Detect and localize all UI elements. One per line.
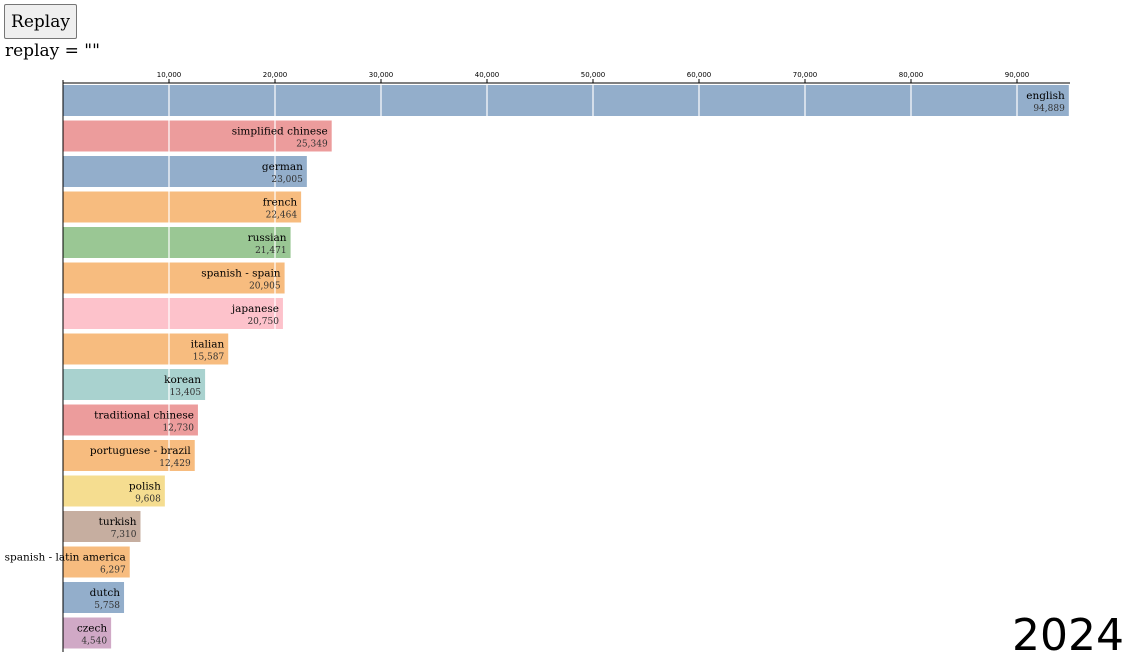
bar-label: korean [164, 374, 201, 386]
bar [63, 404, 198, 436]
bar-label: german [262, 161, 303, 173]
bar-value-label: 20,750 [247, 317, 279, 327]
bar [63, 85, 1069, 116]
bar [63, 156, 307, 187]
bar-label: turkish [99, 516, 137, 528]
bar-label: english [1026, 90, 1065, 102]
x-tick-label: 20,000 [263, 71, 288, 79]
x-tick: 10,000 [157, 71, 182, 83]
bar [63, 546, 130, 578]
x-tick: 60,000 [687, 71, 712, 83]
x-tick-label: 40,000 [475, 71, 500, 79]
bar-label: traditional chinese [94, 410, 194, 422]
x-tick-label: 80,000 [899, 71, 924, 79]
bar [63, 511, 141, 542]
x-axis: 10,000 20,000 30,000 40,000 50,000 60,000 70,0… [63, 71, 1070, 84]
x-tick: 40,000 [475, 71, 500, 83]
bar-value-label: 12,730 [162, 424, 194, 434]
bar-value-label: 21,471 [255, 246, 287, 256]
bar-label: czech [77, 623, 108, 635]
bar-value-label: 12,429 [159, 459, 191, 469]
x-tick-label: 30,000 [369, 71, 394, 79]
bar-value-label: 25,349 [296, 140, 328, 150]
bar-label: polish [129, 481, 161, 493]
bar-value-label: 9,608 [135, 495, 161, 505]
bar-value-label: 6,297 [100, 566, 126, 576]
bar [63, 582, 125, 613]
replay-readout: replay = "" [5, 41, 100, 61]
bar-label: dutch [90, 587, 121, 599]
x-tick-label: 90,000 [1005, 71, 1030, 79]
bar-label: portuguese - brazil [90, 445, 191, 457]
bar-labels: english 94,889 simplified chinese 25,349 ger… [5, 90, 1065, 647]
bar-chart: 10,000 20,000 30,000 40,000 50,000 60,000 70,0… [5, 71, 1070, 652]
grid-lines [168, 85, 1018, 652]
bars [63, 85, 1069, 649]
x-tick: 50,000 [581, 71, 606, 83]
bar-label: japanese [230, 303, 279, 315]
bar-label: spanish - spain [201, 268, 281, 280]
x-tick-label: 10,000 [157, 71, 182, 79]
bar-value-label: 22,464 [266, 211, 298, 221]
x-tick: 20,000 [263, 71, 288, 83]
bar [63, 617, 112, 649]
bar [63, 120, 332, 152]
bar-label: simplified chinese [232, 126, 328, 138]
bar [63, 333, 229, 365]
bar-value-label: 94,889 [1033, 104, 1065, 114]
bar-value-label: 15,587 [193, 353, 225, 363]
bar [63, 369, 206, 400]
x-tick: 80,000 [899, 71, 924, 83]
bar [63, 262, 285, 294]
bar [63, 191, 302, 223]
replay-button[interactable]: Replay [4, 4, 77, 39]
x-tick: 90,000 [1005, 71, 1030, 83]
bar-value-label: 5,758 [94, 601, 120, 611]
bar-value-label: 20,905 [249, 282, 281, 292]
bar [63, 475, 165, 507]
bar-value-label: 4,540 [81, 637, 107, 647]
bar [63, 440, 195, 471]
x-tick-label: 60,000 [687, 71, 712, 79]
bar [63, 227, 291, 258]
bar [63, 298, 283, 329]
x-tick-label: 70,000 [793, 71, 818, 79]
bar-label: russian [248, 232, 287, 244]
bar-value-label: 7,310 [111, 530, 137, 540]
bar-label: spanish - latin america [5, 552, 126, 564]
x-tick: 70,000 [793, 71, 818, 83]
bar-value-label: 13,405 [170, 388, 202, 398]
x-tick-label: 50,000 [581, 71, 606, 79]
bar-label: italian [191, 339, 225, 351]
year-label: 2024 [1012, 610, 1124, 661]
bar-label: french [263, 197, 298, 209]
x-tick: 30,000 [369, 71, 394, 83]
bar-value-label: 23,005 [271, 175, 303, 185]
